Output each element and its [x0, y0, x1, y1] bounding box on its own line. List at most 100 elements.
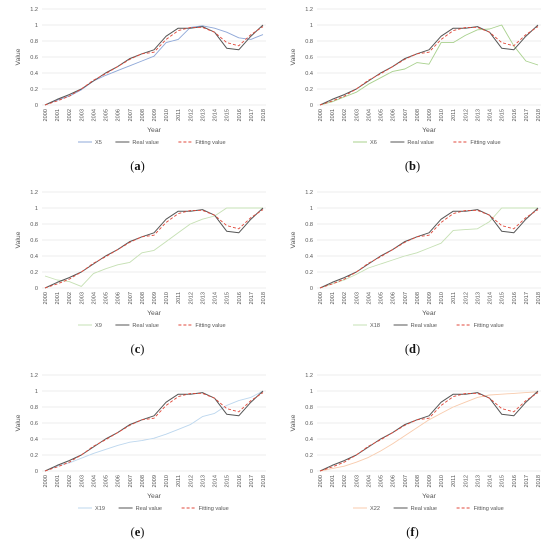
x-tick-label: 2009: [152, 475, 158, 487]
legend-label: Real value: [411, 323, 437, 329]
x-tick-label: 2007: [403, 109, 409, 121]
y-axis-title: Value: [290, 231, 297, 248]
x-tick-label: 2018: [536, 475, 542, 487]
y-tick-label: 1.2: [305, 190, 313, 196]
x-tick-label: 2008: [140, 109, 146, 121]
x-tick-label: 2000: [43, 475, 49, 487]
series-line-x19: [44, 390, 264, 472]
x-tick-label: 2007: [128, 475, 134, 487]
x-tick-label: 2000: [318, 292, 324, 304]
x-tick-label: 2016: [237, 475, 243, 487]
legend: X6 Real value Fitting value: [353, 140, 501, 146]
series-line-real-value: [44, 390, 264, 472]
y-tick-label: 0.2: [30, 87, 38, 93]
series-line-x22: [319, 391, 539, 472]
line-chart: 0 0.2 0.4 0.6 0.8 1 1.2 2000 2001 2002 2003 2004 200…: [290, 373, 542, 512]
x-tick-label: 2001: [55, 292, 61, 304]
series-line-fitting-value: [44, 26, 264, 106]
line-chart: 0 0.2 0.4 0.6 0.8 1 1.2 2000 2001 2002 2003 2004 200…: [15, 190, 267, 329]
x-tick-label: 2004: [366, 292, 372, 304]
panel-caption-letter: e: [134, 525, 141, 539]
x-tick-label: 2002: [342, 109, 348, 121]
chart-panel-e: 0 0.2 0.4 0.6 0.8 1 1.2 2000 2001 2002 2003 2004 200…: [0, 366, 275, 549]
panel-caption: (d): [404, 342, 421, 356]
x-tick-label: 2013: [200, 292, 206, 304]
x-tick-label: 2009: [152, 109, 158, 121]
x-tick-label: 2006: [116, 475, 122, 487]
y-axis-title: Value: [290, 414, 297, 431]
y-tick-label: 0.2: [305, 87, 313, 93]
x-tick-label: 2018: [536, 109, 542, 121]
x-tick-label: 2017: [249, 109, 255, 121]
x-tick-label: 2002: [342, 475, 348, 487]
x-tick-label: 2013: [475, 475, 481, 487]
x-tick-label: 2011: [451, 109, 457, 121]
x-tick-label: 2016: [237, 109, 243, 121]
x-tick-label: 2013: [200, 475, 206, 487]
y-tick-label: 1.2: [30, 190, 38, 196]
x-tick-label: 2011: [176, 109, 182, 121]
x-tick-label: 2005: [104, 475, 110, 487]
panel-caption: (a): [130, 159, 145, 173]
y-tick-label: 1.2: [305, 7, 313, 13]
x-axis-title: Year: [422, 310, 436, 317]
series-line-x5: [44, 25, 264, 106]
x-tick-label: 2015: [225, 475, 231, 487]
series-line-real-value: [319, 24, 539, 106]
y-tick-label: 0: [35, 103, 38, 109]
series-line-fitting-value: [44, 209, 264, 289]
x-tick-label: 2014: [488, 292, 494, 304]
x-tick-label: 2014: [213, 109, 219, 121]
legend-label: Fitting value: [195, 140, 225, 146]
chart-panel-d: 0 0.2 0.4 0.6 0.8 1 1.2 2000 2001 2002 2003 2004 200…: [275, 183, 550, 366]
y-tick-label: 1.2: [305, 373, 313, 379]
legend-label: Real value: [132, 140, 158, 146]
legend-label: X5: [95, 140, 102, 146]
x-tick-label: 2018: [261, 475, 267, 487]
x-tick-label: 2008: [415, 475, 421, 487]
x-tick-label: 2002: [342, 292, 348, 304]
x-tick-label: 2010: [439, 292, 445, 304]
x-tick-label: 2010: [439, 109, 445, 121]
x-tick-label: 2007: [403, 475, 409, 487]
x-tick-label: 2011: [451, 292, 457, 304]
y-tick-label: 0: [310, 469, 313, 475]
legend: X22 Real value Fitting value: [353, 506, 504, 512]
y-tick-label: 1.2: [30, 373, 38, 379]
y-tick-label: 0.8: [305, 405, 313, 411]
x-tick-label: 2015: [500, 292, 506, 304]
y-tick-label: 0.4: [305, 71, 313, 77]
legend-label: Fitting value: [199, 506, 229, 512]
x-tick-label: 2006: [116, 292, 122, 304]
y-tick-label: 0.6: [305, 421, 313, 427]
x-tick-label: 2006: [391, 475, 397, 487]
legend-label: Fitting value: [195, 323, 225, 329]
legend-label: X19: [95, 506, 105, 512]
x-tick-label: 2004: [91, 292, 97, 304]
legend-label: X9: [95, 323, 102, 329]
chart-panel-a: 0 0.2 0.4 0.6 0.8 1 1.2 2000 2001 2002 2003 2004 200…: [0, 0, 275, 183]
x-tick-label: 2018: [261, 292, 267, 304]
legend: X18 Real value Fitting value: [353, 323, 504, 329]
y-axis-title: Value: [15, 414, 22, 431]
x-tick-label: 2003: [354, 292, 360, 304]
x-tick-label: 2008: [140, 292, 146, 304]
y-tick-label: 0: [310, 286, 313, 292]
series-line-x18: [319, 207, 538, 289]
x-tick-label: 2014: [213, 292, 219, 304]
x-tick-label: 2005: [379, 475, 385, 487]
panel-caption: (b): [404, 159, 421, 173]
y-tick-label: 0.8: [305, 222, 313, 228]
y-tick-label: 0: [310, 103, 313, 109]
x-axis-title: Year: [147, 127, 161, 134]
panel-caption: (c): [130, 342, 145, 356]
x-tick-label: 2010: [439, 475, 445, 487]
x-tick-label: 2011: [176, 475, 182, 487]
legend-label: X6: [370, 140, 377, 146]
legend-label: Real value: [132, 323, 158, 329]
series-line-real-value: [44, 207, 264, 289]
x-tick-label: 2001: [55, 109, 61, 121]
x-tick-label: 2017: [249, 475, 255, 487]
y-tick-label: 0.6: [30, 421, 38, 427]
x-tick-label: 2010: [164, 109, 170, 121]
